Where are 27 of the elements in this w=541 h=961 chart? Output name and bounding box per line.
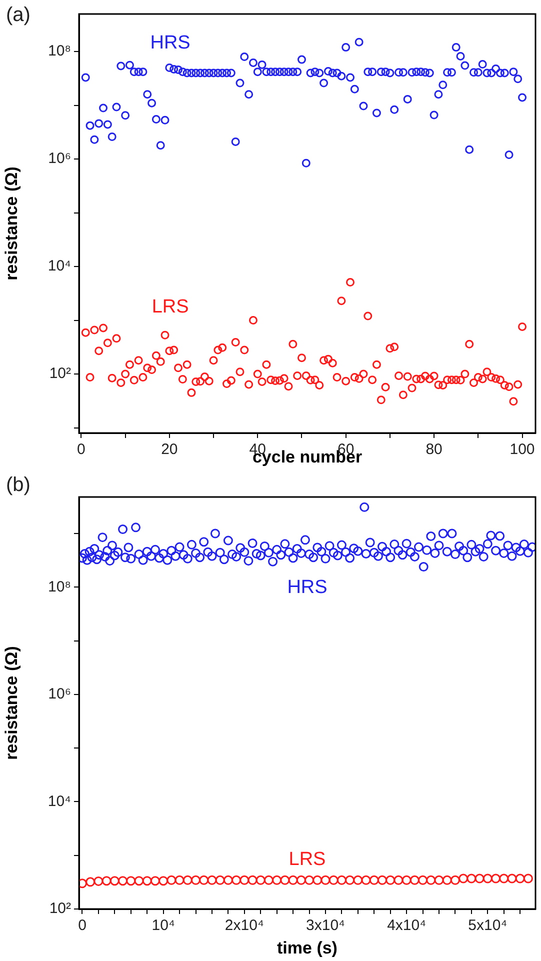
chart-title: (b): [6, 474, 30, 497]
series-label: LRS: [152, 296, 189, 318]
x-tick-label: 80: [426, 441, 442, 458]
y-tick-label: 10⁸: [48, 578, 71, 596]
x-tick-label: 4x10⁴: [387, 917, 426, 934]
y-tick-label: 10²: [49, 365, 71, 382]
y-tick-label: 10⁴: [48, 792, 71, 810]
y-axis-title: resistance (Ω): [2, 646, 21, 760]
x-tick-label: 10⁴: [152, 917, 175, 934]
y-tick-label: 10⁶: [48, 686, 71, 703]
series-label: LRS: [288, 848, 326, 870]
y-axis-title: resistance (Ω): [2, 166, 21, 280]
x-tick-label: 5x10⁴: [468, 917, 508, 934]
x-axis-title: time (s): [277, 938, 338, 958]
x-tick-label: 100: [510, 441, 535, 458]
x-tick-label: 0: [77, 441, 86, 458]
x-tick-label: 0: [78, 917, 86, 934]
series-label: HRS: [150, 32, 190, 54]
y-tick-label: 10⁸: [48, 42, 71, 60]
y-tick-label: 10⁴: [48, 258, 71, 275]
x-tick-label: 2x10⁴: [224, 917, 264, 934]
x-tick-label: 3x10⁴: [306, 917, 345, 934]
x-tick-label: 20: [161, 441, 178, 458]
y-tick-label: 10²: [49, 900, 71, 918]
series-label: HRS: [287, 576, 328, 598]
chart-title: (a): [6, 4, 30, 27]
y-tick-label: 10⁶: [48, 150, 71, 168]
